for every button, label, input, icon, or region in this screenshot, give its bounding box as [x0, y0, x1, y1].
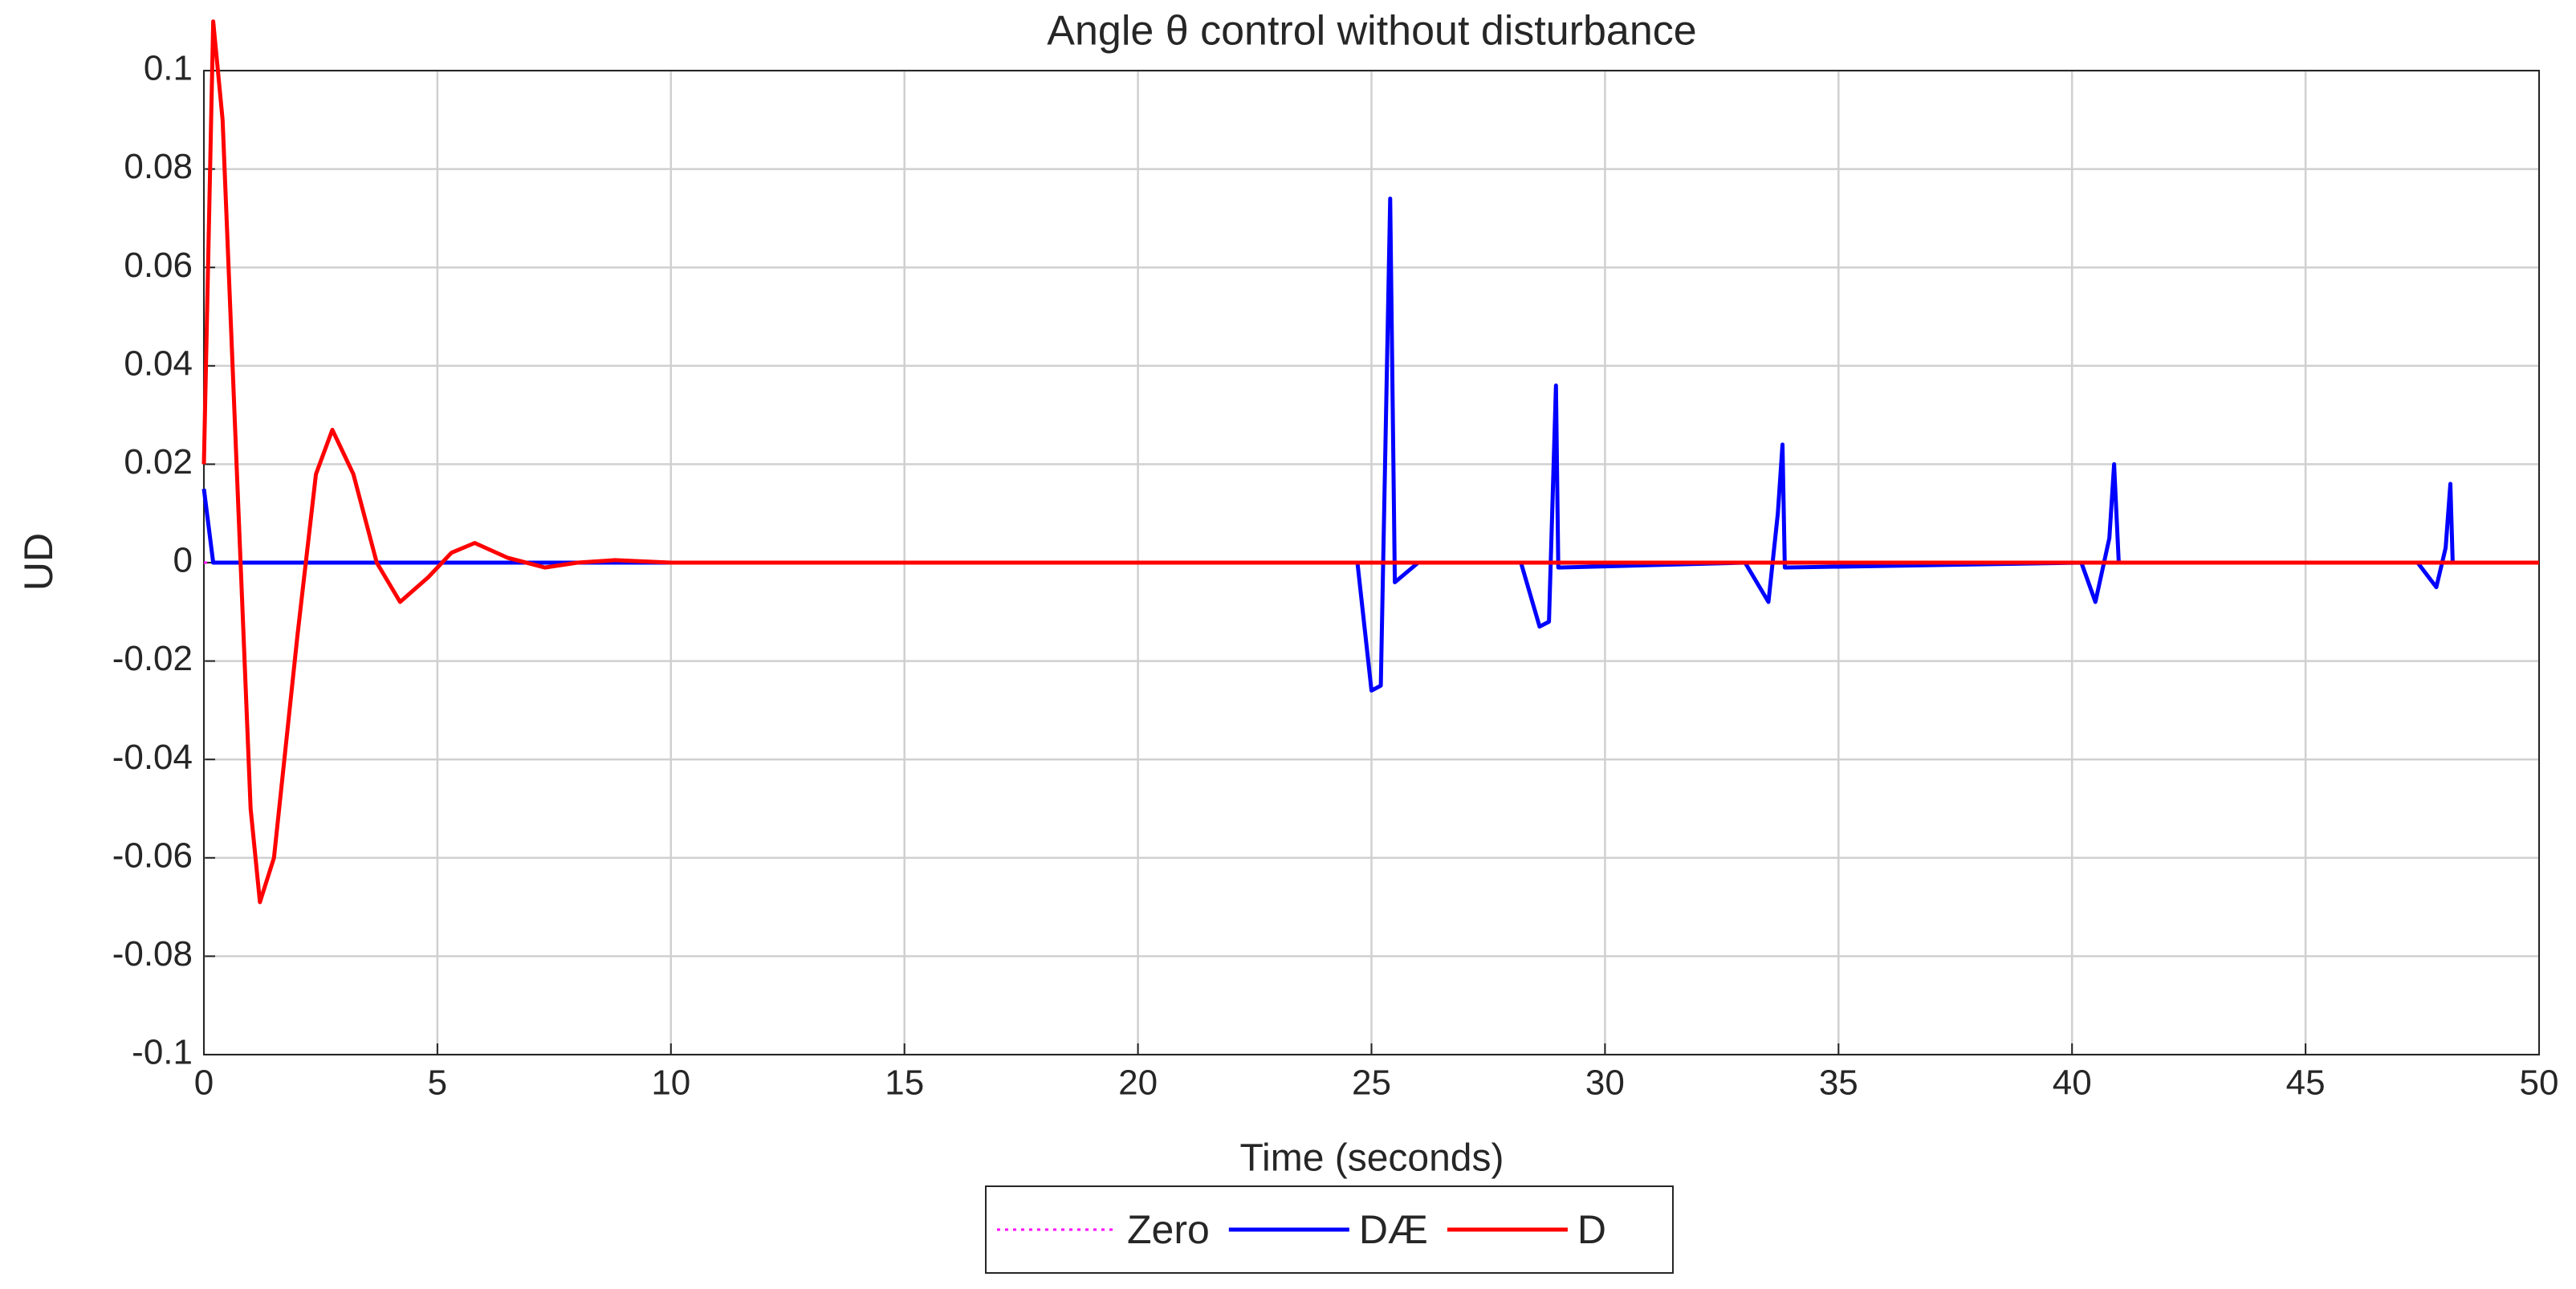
legend-label: Zero [1127, 1207, 1210, 1252]
x-axis-label: Time (seconds) [1240, 1137, 1504, 1180]
x-tick-label: 40 [2053, 1063, 2092, 1103]
x-tick-label: 45 [2286, 1063, 2326, 1103]
y-tick-label: 0.06 [124, 246, 193, 285]
y-tick-label: 0.08 [124, 147, 193, 186]
chart-title: Angle θ control without disturbance [1047, 8, 1696, 55]
y-tick-label: -0.02 [112, 639, 193, 678]
y-tick-label: -0.08 [112, 934, 193, 974]
data-line [201, 19, 2539, 905]
y-tick-label: 0.02 [124, 442, 193, 482]
legend-label: D [1577, 1207, 1606, 1252]
y-axis-label: UD [16, 533, 61, 591]
x-tick-label: 0 [194, 1063, 214, 1103]
y-tick-label: 0.1 [144, 49, 193, 88]
x-tick-label: 25 [1352, 1063, 1391, 1103]
y-tick-label: 0.04 [124, 344, 193, 383]
y-tick-label: -0.06 [112, 836, 193, 875]
x-tick-label: 30 [1585, 1063, 1625, 1103]
x-tick-label: 35 [1819, 1063, 1858, 1103]
x-tick-label: 5 [428, 1063, 447, 1103]
y-tick-label: -0.04 [112, 738, 193, 777]
y-tick-label: -0.1 [132, 1033, 193, 1072]
x-tick-label: 10 [651, 1063, 690, 1103]
x-tick-label: 15 [885, 1063, 924, 1103]
x-tick-label: 50 [2520, 1063, 2559, 1103]
y-tick-label: 0 [173, 541, 193, 580]
data-line [201, 196, 2539, 693]
x-tick-label: 20 [1118, 1063, 1158, 1103]
legend-label: DÆ [1359, 1207, 1428, 1252]
